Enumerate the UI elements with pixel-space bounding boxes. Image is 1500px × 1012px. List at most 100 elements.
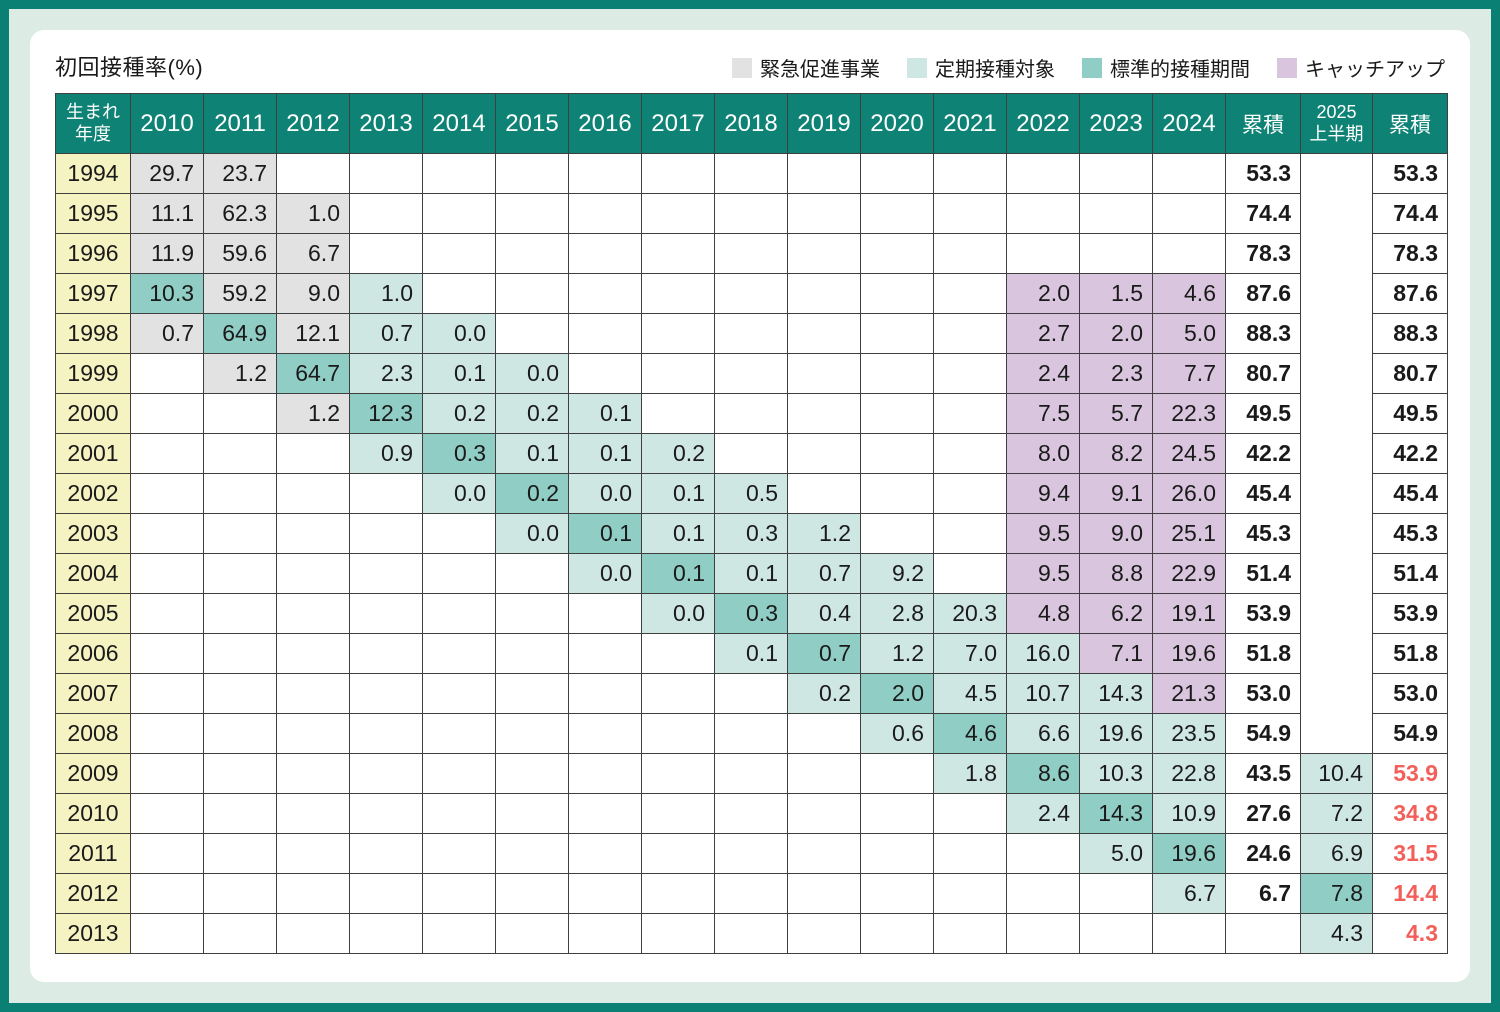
rate-cell xyxy=(130,353,204,394)
rate-cell: 0.0 xyxy=(422,313,496,354)
rate-cell xyxy=(276,513,350,554)
rate-cell xyxy=(860,433,934,474)
rate-cell xyxy=(422,793,496,834)
rate-cell xyxy=(568,753,642,794)
rate-cell xyxy=(860,833,934,874)
header-row: 生まれ 年度 2010 2011 2012 2013 2014 2015 2016 2017 201… xyxy=(55,93,1448,154)
rate-cell xyxy=(1152,913,1226,954)
cumulative-2025-column-header: 累積 xyxy=(1372,93,1448,154)
cumulative-2025-cell: 80.7 xyxy=(1372,353,1448,394)
birth-year-cell: 2013 xyxy=(55,913,131,954)
rate-cell: 0.7 xyxy=(787,553,861,594)
cumulative-cell: 42.2 xyxy=(1225,433,1301,474)
h1-2025-cell: 6.9 xyxy=(1300,833,1373,874)
cumulative-2025-cell: 87.6 xyxy=(1372,273,1448,314)
rate-cell: 21.3 xyxy=(1152,673,1226,714)
legend-swatch-light-teal xyxy=(907,57,927,78)
table-row: 2004 0.0 0.1 0.1 0.7 9.2 9.5 8.8 22.9 51.4 51.4 xyxy=(55,553,1448,594)
rate-cell: 1.0 xyxy=(349,273,423,314)
rate-cell xyxy=(787,713,861,754)
table-row: 2001 0.9 0.3 0.1 0.1 0.2 8.0 8.2 24.5 42.2 42.2 xyxy=(55,433,1448,474)
rate-cell: 2.0 xyxy=(1079,313,1153,354)
rate-cell: 0.2 xyxy=(495,473,569,514)
rate-cell xyxy=(787,793,861,834)
rate-cell xyxy=(130,433,204,474)
h1-2025-cell: 7.8 xyxy=(1300,873,1373,914)
table-header: 生まれ 年度 2010 2011 2012 2013 2014 2015 2016 2017 201… xyxy=(55,93,1448,154)
rate-cell: 0.1 xyxy=(641,473,715,514)
rate-cell: 4.6 xyxy=(933,713,1007,754)
table-row: 2005 0.0 0.3 0.4 2.8 20.3 4.8 6.2 19.1 53.9 53.9 xyxy=(55,593,1448,634)
cumulative-cell: 27.6 xyxy=(1225,793,1301,834)
rate-cell xyxy=(130,513,204,554)
rate-cell xyxy=(787,233,861,274)
rate-cell xyxy=(130,793,204,834)
legend-item-standard-period: 標準的接種期間 xyxy=(1082,53,1250,82)
cumulative-2025-cell: 4.3 xyxy=(1372,913,1448,954)
h1-2025-column-header: 2025 上半期 xyxy=(1300,93,1373,154)
rate-cell: 4.6 xyxy=(1152,273,1226,314)
rate-cell xyxy=(787,873,861,914)
table-row: 2007 0.2 2.0 4.5 10.7 14.3 21.3 53.0 53.0 xyxy=(55,673,1448,714)
table-row: 1997 10.3 59.2 9.0 1.0 2.0 1.5 4.6 87.6 87.6 xyxy=(55,273,1448,314)
year-column-header-2018: 2018 xyxy=(714,93,788,154)
cumulative-cell: 24.6 xyxy=(1225,833,1301,874)
rate-cell xyxy=(641,873,715,914)
rate-cell: 20.3 xyxy=(933,593,1007,634)
rate-cell xyxy=(568,233,642,274)
rate-cell: 2.8 xyxy=(860,593,934,634)
cumulative-cell: 53.0 xyxy=(1225,673,1301,714)
rate-cell xyxy=(568,313,642,354)
cumulative-2025-cell: 78.3 xyxy=(1372,233,1448,274)
birth-year-cell: 2010 xyxy=(55,793,131,834)
rate-cell: 10.3 xyxy=(1079,753,1153,794)
rate-cell xyxy=(714,873,788,914)
rate-cell: 0.0 xyxy=(568,473,642,514)
rate-cell xyxy=(568,713,642,754)
birth-year-cell: 1998 xyxy=(55,313,131,354)
rate-cell: 0.0 xyxy=(422,473,496,514)
rate-cell xyxy=(933,473,1007,514)
rate-cell xyxy=(933,513,1007,554)
cumulative-2025-cell: 53.9 xyxy=(1372,593,1448,634)
rate-cell xyxy=(568,153,642,194)
rate-cell xyxy=(495,873,569,914)
table-row: 2011 5.0 19.6 24.6 6.9 31.5 xyxy=(55,833,1448,874)
rate-cell: 0.1 xyxy=(641,553,715,594)
rate-cell: 14.3 xyxy=(1079,673,1153,714)
rate-cell xyxy=(203,673,277,714)
cumulative-cell: 6.7 xyxy=(1225,873,1301,914)
rate-cell: 0.7 xyxy=(130,313,204,354)
rate-cell: 0.4 xyxy=(787,593,861,634)
table-row: 1999 1.2 64.7 2.3 0.1 0.0 2.4 2.3 7.7 80.7 80.7 xyxy=(55,353,1448,394)
rate-cell xyxy=(495,633,569,674)
rate-cell xyxy=(568,593,642,634)
rate-cell: 0.7 xyxy=(349,313,423,354)
rate-cell xyxy=(714,233,788,274)
cumulative-cell: 87.6 xyxy=(1225,273,1301,314)
table-row: 2010 2.4 14.3 10.9 27.6 7.2 34.8 xyxy=(55,793,1448,834)
rate-cell: 12.3 xyxy=(349,393,423,434)
topbar: 初回接種率(%) 緊急促進事業 定期接種対象 標準的接種期間 キャッチアップ xyxy=(55,50,1445,82)
content-area: 初回接種率(%) 緊急促進事業 定期接種対象 標準的接種期間 キャッチアップ xyxy=(55,50,1448,954)
table-row: 2002 0.0 0.2 0.0 0.1 0.5 9.4 9.1 26.0 45.4 45.4 xyxy=(55,473,1448,514)
rate-cell: 16.0 xyxy=(1006,633,1080,674)
rate-cell xyxy=(714,313,788,354)
rate-cell xyxy=(1152,193,1226,234)
rate-cell xyxy=(203,833,277,874)
birth-year-cell: 1994 xyxy=(55,153,131,194)
rate-cell xyxy=(787,353,861,394)
rate-cell: 26.0 xyxy=(1152,473,1226,514)
rate-cell: 2.4 xyxy=(1006,353,1080,394)
legend-swatch-teal xyxy=(1082,57,1102,78)
rate-cell: 0.6 xyxy=(860,713,934,754)
rate-cell xyxy=(276,713,350,754)
rate-cell xyxy=(860,913,934,954)
rate-cell: 0.0 xyxy=(495,513,569,554)
rate-cell xyxy=(787,153,861,194)
rate-cell: 19.6 xyxy=(1079,713,1153,754)
rate-cell xyxy=(568,913,642,954)
birth-year-cell: 1999 xyxy=(55,353,131,394)
birth-year-cell: 2012 xyxy=(55,873,131,914)
cumulative-2025-cell: 74.4 xyxy=(1372,193,1448,234)
